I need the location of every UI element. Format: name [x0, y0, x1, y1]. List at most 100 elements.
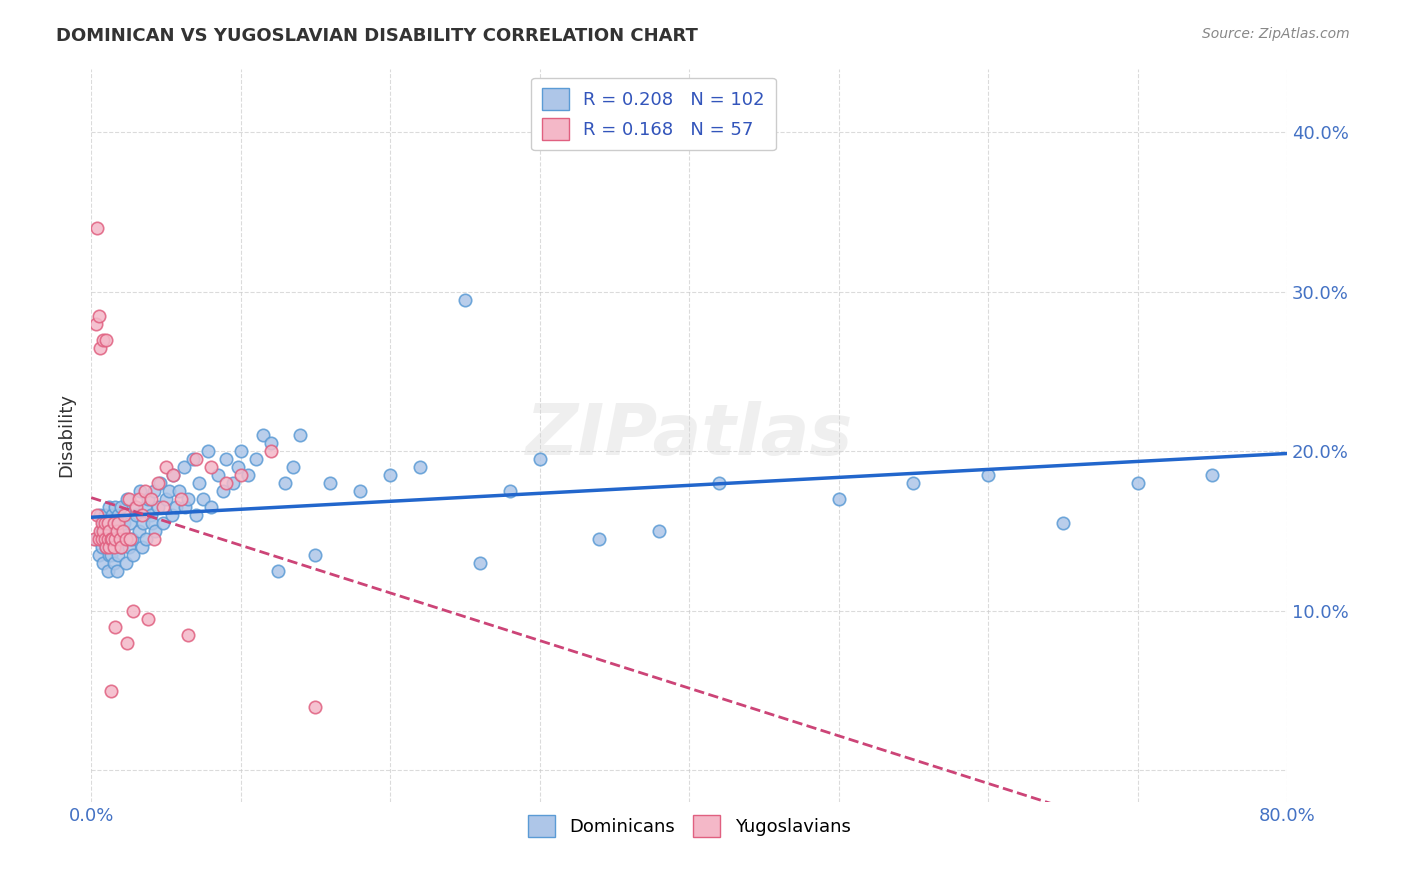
Point — [148, 500, 170, 515]
Point — [89, 508, 111, 523]
Point — [129, 484, 152, 499]
Point — [104, 500, 127, 515]
Point — [142, 532, 165, 546]
Point — [122, 604, 145, 618]
Point — [903, 476, 925, 491]
Point — [100, 683, 122, 698]
Point — [187, 476, 209, 491]
Point — [101, 532, 124, 546]
Point — [93, 516, 115, 530]
Point — [229, 468, 252, 483]
Point — [91, 516, 114, 530]
Point — [105, 524, 128, 538]
Point — [103, 516, 125, 530]
Point — [304, 548, 326, 562]
Point — [94, 333, 117, 347]
Point — [222, 476, 245, 491]
Point — [108, 532, 131, 546]
Point — [84, 532, 107, 546]
Point — [152, 516, 174, 530]
Point — [112, 508, 135, 523]
Point — [94, 540, 117, 554]
Point — [267, 564, 290, 578]
Point — [977, 468, 1000, 483]
Point — [97, 564, 120, 578]
Point — [170, 492, 193, 507]
Point — [132, 516, 155, 530]
Point — [157, 484, 180, 499]
Point — [103, 556, 125, 570]
Point — [139, 508, 162, 523]
Point — [259, 444, 281, 458]
Text: ZIPatlas: ZIPatlas — [526, 401, 853, 470]
Point — [128, 492, 150, 507]
Point — [139, 492, 162, 507]
Point — [707, 476, 730, 491]
Point — [114, 556, 136, 570]
Point — [118, 516, 141, 530]
Point — [104, 540, 127, 554]
Point — [90, 516, 112, 530]
Point — [98, 500, 121, 515]
Point — [110, 540, 132, 554]
Point — [91, 524, 114, 538]
Point — [454, 293, 477, 307]
Point — [155, 492, 177, 507]
Point — [111, 524, 134, 538]
Point — [236, 468, 259, 483]
Point — [87, 532, 110, 546]
Point — [103, 516, 125, 530]
Point — [107, 508, 129, 523]
Point — [281, 460, 304, 475]
Point — [200, 460, 222, 475]
Point — [135, 532, 157, 546]
Point — [145, 524, 167, 538]
Point — [98, 524, 121, 538]
Point — [468, 556, 491, 570]
Point — [141, 516, 163, 530]
Point — [90, 540, 112, 554]
Point — [252, 428, 274, 442]
Point — [499, 484, 522, 499]
Point — [86, 221, 108, 235]
Point — [117, 492, 139, 507]
Point — [105, 564, 128, 578]
Point — [98, 548, 121, 562]
Point — [112, 516, 135, 530]
Point — [274, 476, 297, 491]
Point — [200, 500, 222, 515]
Point — [245, 452, 267, 467]
Y-axis label: Disability: Disability — [58, 393, 75, 477]
Point — [1201, 468, 1223, 483]
Point — [136, 612, 159, 626]
Point — [162, 468, 184, 483]
Point — [349, 484, 371, 499]
Point — [304, 699, 326, 714]
Point — [529, 452, 551, 467]
Point — [181, 452, 204, 467]
Point — [128, 524, 150, 538]
Point — [91, 556, 114, 570]
Point — [125, 508, 148, 523]
Point — [207, 468, 229, 483]
Point — [97, 516, 120, 530]
Point — [90, 524, 112, 538]
Point — [648, 524, 671, 538]
Point — [90, 532, 112, 546]
Point — [104, 620, 127, 634]
Point — [115, 636, 138, 650]
Point — [1126, 476, 1149, 491]
Point — [100, 548, 122, 562]
Point — [100, 524, 122, 538]
Point — [211, 484, 233, 499]
Point — [122, 548, 145, 562]
Point — [290, 428, 312, 442]
Point — [89, 524, 111, 538]
Point — [259, 436, 281, 450]
Point — [409, 460, 432, 475]
Point — [134, 500, 156, 515]
Point — [98, 540, 121, 554]
Point — [103, 540, 125, 554]
Point — [110, 500, 132, 515]
Point — [100, 540, 122, 554]
